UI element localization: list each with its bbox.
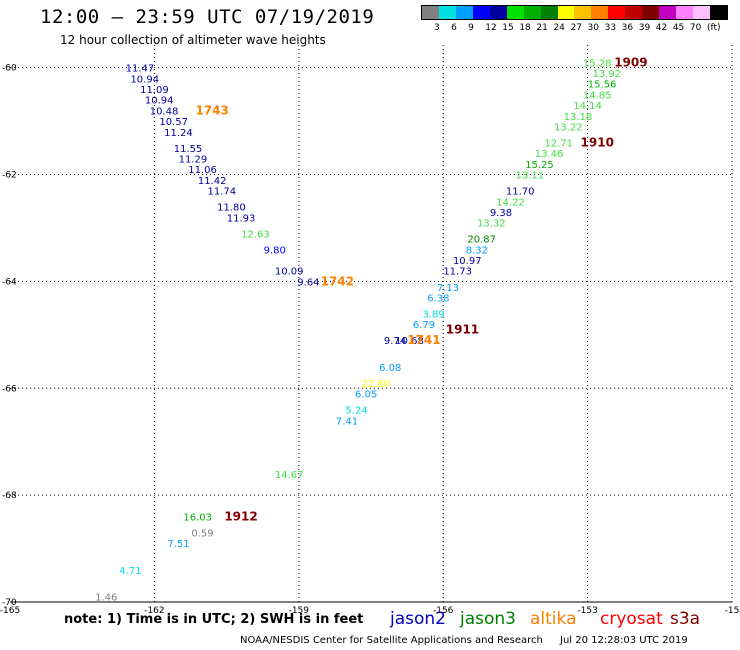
- wave-height-value: 11.29: [179, 155, 208, 166]
- wave-height-value: 11.73: [443, 267, 472, 278]
- wave-height-value: 14.22: [496, 197, 525, 208]
- wave-height-value: 15.25: [525, 160, 554, 171]
- pass-time-label: 1909: [614, 55, 647, 69]
- satellite-legend-s3a: s3a: [670, 609, 700, 629]
- wave-height-value: 0.59: [191, 529, 213, 540]
- wave-height-value: 6.38: [427, 293, 449, 304]
- wave-height-value: 11.80: [217, 203, 246, 214]
- wave-height-value: 11.47: [126, 64, 155, 75]
- wave-height-value: 11.24: [164, 128, 193, 139]
- wave-height-value: 10.94: [145, 96, 174, 107]
- wave-height-value: 11.06: [188, 165, 217, 176]
- wave-height-value: 15.28: [583, 58, 612, 69]
- y-tick-label: -64: [2, 277, 17, 287]
- altimeter-map: -165 -162 -159 -156 -153 -15-60-62-64-66-68-7…: [0, 0, 740, 650]
- wave-height-value: 9.74: [384, 336, 406, 347]
- pass-time-label: 1912: [224, 510, 257, 524]
- y-tick-label: -60: [2, 64, 17, 74]
- wave-height-value: 14.14: [573, 101, 602, 112]
- wave-height-value: 12.63: [241, 229, 270, 240]
- wave-height-value: 7.51: [167, 539, 189, 550]
- wave-height-value: 9.80: [264, 245, 286, 256]
- wave-height-value: 11.93: [227, 213, 256, 224]
- wave-height-value: 10.09: [275, 267, 304, 278]
- pass-time-label: 1911: [446, 323, 479, 337]
- x-tick-label: -153: [577, 606, 597, 616]
- satellite-legend-altika: altika: [530, 609, 577, 629]
- wave-height-value: 14.85: [583, 90, 612, 101]
- wave-height-value: 12.71: [544, 138, 573, 149]
- pass-time-label: 1741: [407, 333, 440, 347]
- credit-text: NOAA/NESDIS Center for Satellite Applica…: [240, 635, 543, 646]
- generated-timestamp: Jul 20 12:28:03 UTC 2019: [560, 635, 688, 646]
- pass-time-label: 1743: [195, 103, 228, 117]
- wave-height-value: 11.42: [198, 176, 227, 187]
- wave-height-value: 10.97: [453, 256, 482, 267]
- wave-height-value: 10.94: [130, 74, 159, 85]
- wave-height-value: 11.55: [174, 144, 203, 155]
- wave-height-value: 6.05: [355, 390, 377, 401]
- pass-time-label: 1742: [321, 274, 354, 288]
- wave-height-value: 15.56: [588, 80, 617, 91]
- wave-height-value: 8.32: [466, 245, 488, 256]
- satellite-legend-jason2: jason2: [390, 609, 446, 629]
- wave-height-value: 16.03: [183, 513, 212, 524]
- units-note: note: 1) Time is in UTC; 2) SWH is in fe…: [64, 612, 363, 627]
- wave-height-value: 13.92: [593, 69, 622, 80]
- x-tick-label: -15: [725, 606, 740, 616]
- wave-height-value: 13.22: [554, 122, 583, 133]
- satellite-legend-cryosat: cryosat: [600, 609, 663, 629]
- wave-height-value: 14.67: [275, 470, 304, 481]
- wave-height-value: 13.46: [535, 149, 564, 160]
- wave-height-value: 5.24: [345, 406, 367, 417]
- wave-height-value: 11.09: [140, 85, 169, 96]
- wave-height-value: 11.70: [506, 187, 535, 198]
- wave-height-value: 20.87: [467, 235, 496, 246]
- wave-height-value: 13.18: [564, 112, 593, 123]
- wave-height-value: 4.71: [119, 566, 141, 577]
- wave-height-value: 3.89: [422, 309, 444, 320]
- pass-time-label: 1910: [581, 135, 614, 149]
- wave-height-value: 9.38: [490, 208, 512, 219]
- wave-height-value: 10.57: [159, 117, 188, 128]
- wave-height-value: 7.13: [437, 283, 459, 294]
- y-tick-label: -68: [2, 491, 17, 501]
- wave-height-value: 6.08: [379, 363, 401, 374]
- satellite-legend-jason3: jason3: [460, 609, 516, 629]
- wave-height-value: 13.32: [477, 219, 506, 230]
- y-tick-label: -62: [2, 171, 17, 181]
- wave-height-value: 10.48: [150, 106, 179, 117]
- wave-height-value: 1.46: [95, 593, 117, 604]
- y-tick-label: -66: [2, 384, 17, 394]
- wave-height-value: 9.64: [297, 277, 319, 288]
- wave-height-value: 22.60: [361, 379, 390, 390]
- wave-height-value: 13.11: [516, 171, 545, 182]
- wave-height-value: 11.74: [207, 187, 236, 198]
- y-tick-label: -70: [2, 598, 17, 608]
- wave-height-value: 6.79: [413, 320, 435, 331]
- wave-height-value: 7.41: [336, 416, 358, 427]
